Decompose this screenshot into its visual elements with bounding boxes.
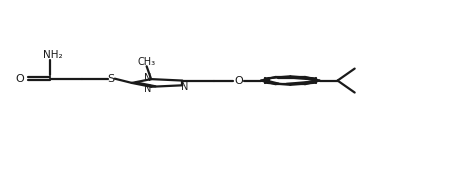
Text: NH₂: NH₂ bbox=[43, 50, 63, 60]
Text: N: N bbox=[181, 82, 188, 92]
Text: N: N bbox=[144, 84, 151, 94]
Text: O: O bbox=[234, 76, 243, 86]
Text: N: N bbox=[144, 73, 151, 83]
Text: S: S bbox=[108, 74, 115, 84]
Text: O: O bbox=[15, 74, 24, 84]
Text: CH₃: CH₃ bbox=[138, 57, 156, 67]
